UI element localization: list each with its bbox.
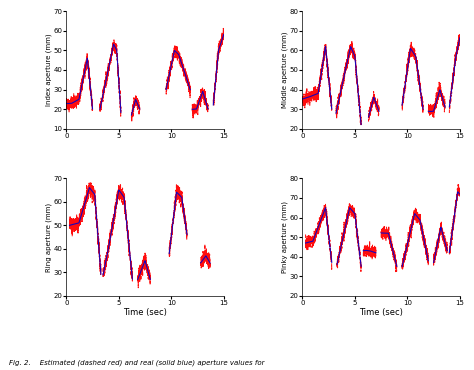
- Y-axis label: Index aperture (mm): Index aperture (mm): [46, 34, 52, 106]
- Text: Fig. 2.    Estimated (dashed red) and real (solid blue) aperture values for: Fig. 2. Estimated (dashed red) and real …: [9, 360, 265, 366]
- Y-axis label: Ring aperture (mm): Ring aperture (mm): [46, 202, 52, 272]
- X-axis label: Time (sec): Time (sec): [123, 307, 167, 317]
- X-axis label: Time (sec): Time (sec): [359, 307, 403, 317]
- Y-axis label: Middle aperture (mm): Middle aperture (mm): [282, 32, 288, 108]
- Y-axis label: Pinky aperture (mm): Pinky aperture (mm): [282, 201, 288, 273]
